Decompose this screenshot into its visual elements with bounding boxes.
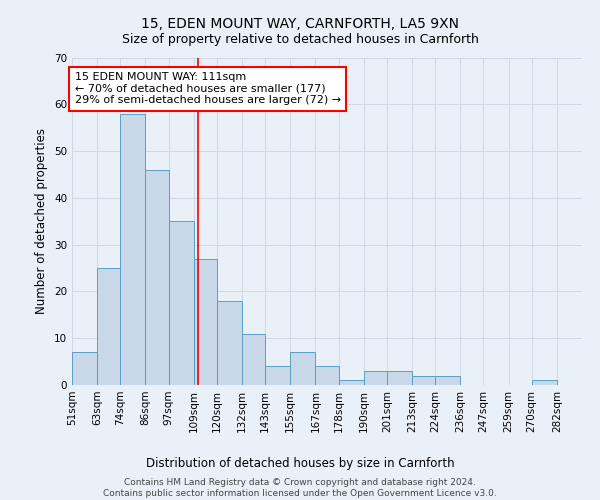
Text: 15, EDEN MOUNT WAY, CARNFORTH, LA5 9XN: 15, EDEN MOUNT WAY, CARNFORTH, LA5 9XN xyxy=(141,18,459,32)
Bar xyxy=(169,221,194,385)
Bar xyxy=(97,268,120,385)
Bar xyxy=(217,301,242,385)
Bar xyxy=(532,380,557,385)
Bar xyxy=(364,371,387,385)
Bar xyxy=(120,114,145,385)
Y-axis label: Number of detached properties: Number of detached properties xyxy=(35,128,49,314)
Bar xyxy=(194,258,217,385)
Bar xyxy=(265,366,290,385)
Bar xyxy=(316,366,338,385)
Bar xyxy=(435,376,460,385)
Text: Size of property relative to detached houses in Carnforth: Size of property relative to detached ho… xyxy=(122,32,478,46)
Bar xyxy=(412,376,435,385)
Bar xyxy=(145,170,169,385)
Bar xyxy=(72,352,97,385)
Bar xyxy=(338,380,364,385)
Bar xyxy=(242,334,265,385)
Bar xyxy=(290,352,316,385)
Text: 15 EDEN MOUNT WAY: 111sqm
← 70% of detached houses are smaller (177)
29% of semi: 15 EDEN MOUNT WAY: 111sqm ← 70% of detac… xyxy=(74,72,341,106)
Bar xyxy=(387,371,412,385)
Text: Contains HM Land Registry data © Crown copyright and database right 2024.
Contai: Contains HM Land Registry data © Crown c… xyxy=(103,478,497,498)
Text: Distribution of detached houses by size in Carnforth: Distribution of detached houses by size … xyxy=(146,458,454,470)
